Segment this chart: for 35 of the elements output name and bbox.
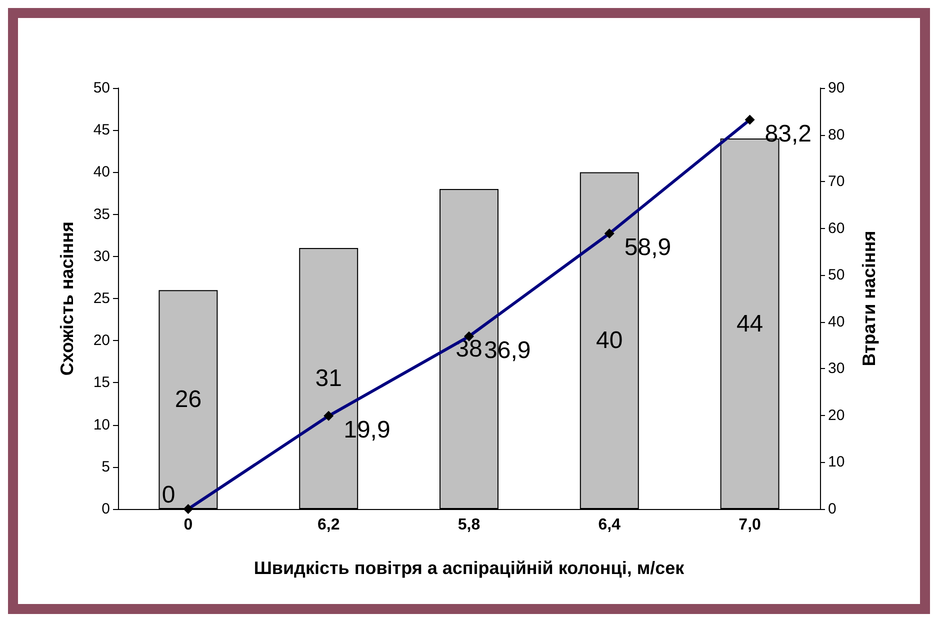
y2-tick-label: 60: [828, 220, 845, 237]
y-tick-label: 15: [93, 374, 110, 392]
y2-tick-label: 10: [828, 454, 845, 471]
y2-tick-label: 20: [828, 406, 845, 424]
y-tick-label: 25: [93, 290, 110, 307]
y2-tick-label: 0: [828, 500, 836, 518]
x-tick-label: 6,2: [317, 516, 340, 534]
y-tick-label: 45: [93, 122, 110, 139]
y2-axis-title: Втрати насіння: [859, 230, 879, 366]
x-tick-label: 0: [184, 516, 193, 534]
y-tick-label: 40: [93, 164, 110, 181]
x-tick-label: 7,0: [738, 516, 762, 534]
y2-tick-label: 40: [828, 313, 845, 330]
y-tick-label: 0: [102, 500, 110, 518]
data-label: 40: [596, 327, 623, 354]
y-tick-label: 30: [93, 248, 110, 265]
y-tick-label: 50: [93, 80, 110, 96]
y2-tick-label: 90: [828, 80, 845, 96]
x-tick-label: 6,4: [598, 516, 621, 534]
y-tick-label: 5: [102, 458, 110, 476]
data-label: 83,2: [764, 120, 812, 148]
x-axis-title: Швидкість повітря а аспіраційній колонці, м/сек: [254, 558, 686, 578]
y2-tick-label: 50: [828, 266, 845, 284]
x-tick-label: 5,8: [458, 516, 480, 534]
data-label: 31: [315, 364, 342, 392]
y2-tick-label: 30: [828, 360, 845, 378]
y2-tick-label: 80: [828, 126, 845, 144]
y-axis-title: Схожість насіння: [57, 221, 77, 376]
y-tick-label: 20: [93, 332, 110, 350]
data-label: 0: [162, 482, 176, 508]
data-label: 44: [736, 310, 764, 338]
y-tick-label: 10: [93, 416, 110, 434]
data-label: 26: [174, 386, 202, 414]
y-tick-label: 35: [93, 206, 110, 223]
y2-tick-label: 70: [828, 173, 845, 190]
